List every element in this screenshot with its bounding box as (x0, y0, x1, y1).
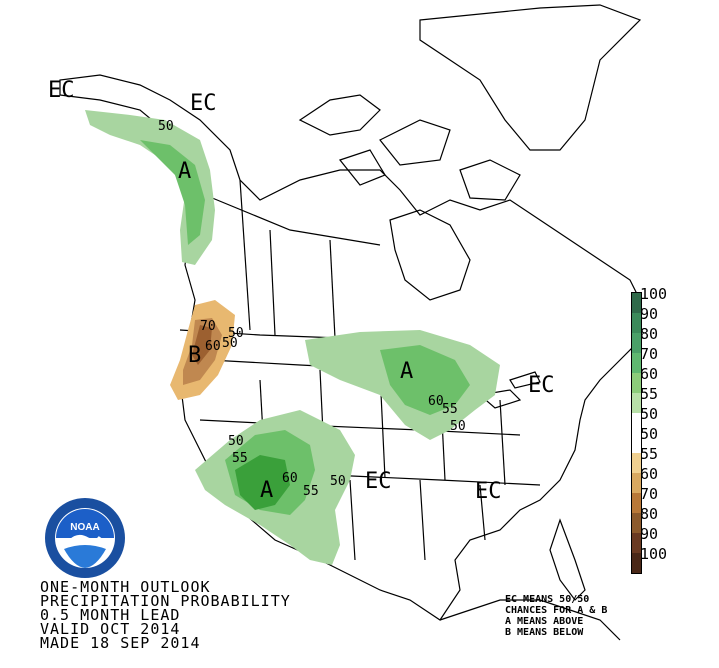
title-line-3: 0.5 MONTH LEAD (40, 606, 181, 624)
legend-label: 90 (640, 305, 659, 323)
legend-swatch (632, 513, 641, 533)
b-northwest-label: B (188, 343, 201, 368)
title-line-1: ONE-MONTH OUTLOOK (40, 578, 211, 596)
a-great-lakes-label: A (400, 359, 413, 384)
contour-label: 50 (158, 119, 174, 134)
probability-legend-bar (631, 292, 642, 574)
legend-label: 100 (640, 285, 668, 303)
contour-label: 50 (228, 434, 244, 449)
title-line-2: PRECIPITATION PROBABILITY (40, 592, 291, 610)
legend-swatch (632, 293, 641, 313)
legend-swatch (632, 393, 641, 413)
ec-southeast-label: EC (475, 479, 502, 504)
great-lakes-above-area (305, 330, 500, 440)
legend-label: 70 (640, 345, 659, 363)
title-line-4: VALID OCT 2014 (40, 620, 181, 638)
title-block: ONE-MONTH OUTLOOK PRECIPITATION PROBABIL… (40, 578, 291, 652)
noaa-logo: NOAA (45, 498, 125, 578)
legend-label: 50 (640, 405, 659, 423)
legend-swatch (632, 353, 641, 373)
legend-label: 90 (640, 525, 659, 543)
legend-label: 60 (640, 365, 659, 383)
legend-swatch (632, 493, 641, 513)
contour-label: 50 (330, 474, 346, 489)
contour-label: 60 (282, 471, 298, 486)
legend-swatch (632, 473, 641, 493)
contour-label: 60 (205, 339, 221, 354)
legend-swatch (632, 373, 641, 393)
contour-label: 50 (450, 419, 466, 434)
contour-label: 50 (228, 326, 244, 341)
legend-label: 70 (640, 485, 659, 503)
title-line-5: MADE 18 SEP 2014 (40, 634, 201, 652)
legend-label: 80 (640, 505, 659, 523)
explanation-block: EC MEANS 50/50 CHANCES FOR A & B A MEANS… (505, 594, 607, 638)
note-line-2: CHANCES FOR A & B (505, 605, 608, 616)
note-line-1: EC MEANS 50/50 (505, 594, 590, 605)
legend-swatch (632, 433, 641, 453)
ec-alaska-north-label: EC (190, 91, 217, 116)
legend-label: 55 (640, 445, 659, 463)
legend-label: 55 (640, 385, 659, 403)
contour-label: 60 (428, 394, 444, 409)
southwest-above-area (195, 410, 355, 565)
contour-label: 55 (232, 451, 248, 466)
legend-label: 80 (640, 325, 659, 343)
note-line-4: B MEANS BELOW (505, 627, 584, 638)
northwest-below-area (170, 300, 235, 400)
ec-alaska-west-label: EC (48, 78, 75, 103)
legend-swatch (632, 553, 641, 573)
note-line-3: A MEANS ABOVE (505, 616, 584, 627)
legend-label: 100 (640, 545, 668, 563)
legend-label: 60 (640, 465, 659, 483)
coastlines (59, 4, 642, 641)
legend-swatch (632, 313, 641, 333)
legend-swatch (632, 333, 641, 353)
legend-swatch (632, 533, 641, 553)
contour-label: 55 (442, 402, 458, 417)
contour-label: 55 (303, 484, 319, 499)
ec-south-central-label: EC (365, 469, 392, 494)
legend-swatch (632, 453, 641, 473)
noaa-logo-text: NOAA (70, 522, 99, 533)
probability-legend-labels: 100 90 80 70 60 55 50 50 55 60 70 80 90 100 (640, 284, 667, 564)
legend-swatch (632, 413, 641, 433)
alaska-above-area (85, 110, 215, 265)
legend-label: 50 (640, 425, 659, 443)
contour-label: 50 (222, 336, 238, 351)
a-alaska-label: A (178, 159, 191, 184)
ec-east-label: EC (528, 373, 555, 398)
contour-label: 70 (200, 319, 216, 334)
a-southwest-label: A (260, 478, 273, 503)
